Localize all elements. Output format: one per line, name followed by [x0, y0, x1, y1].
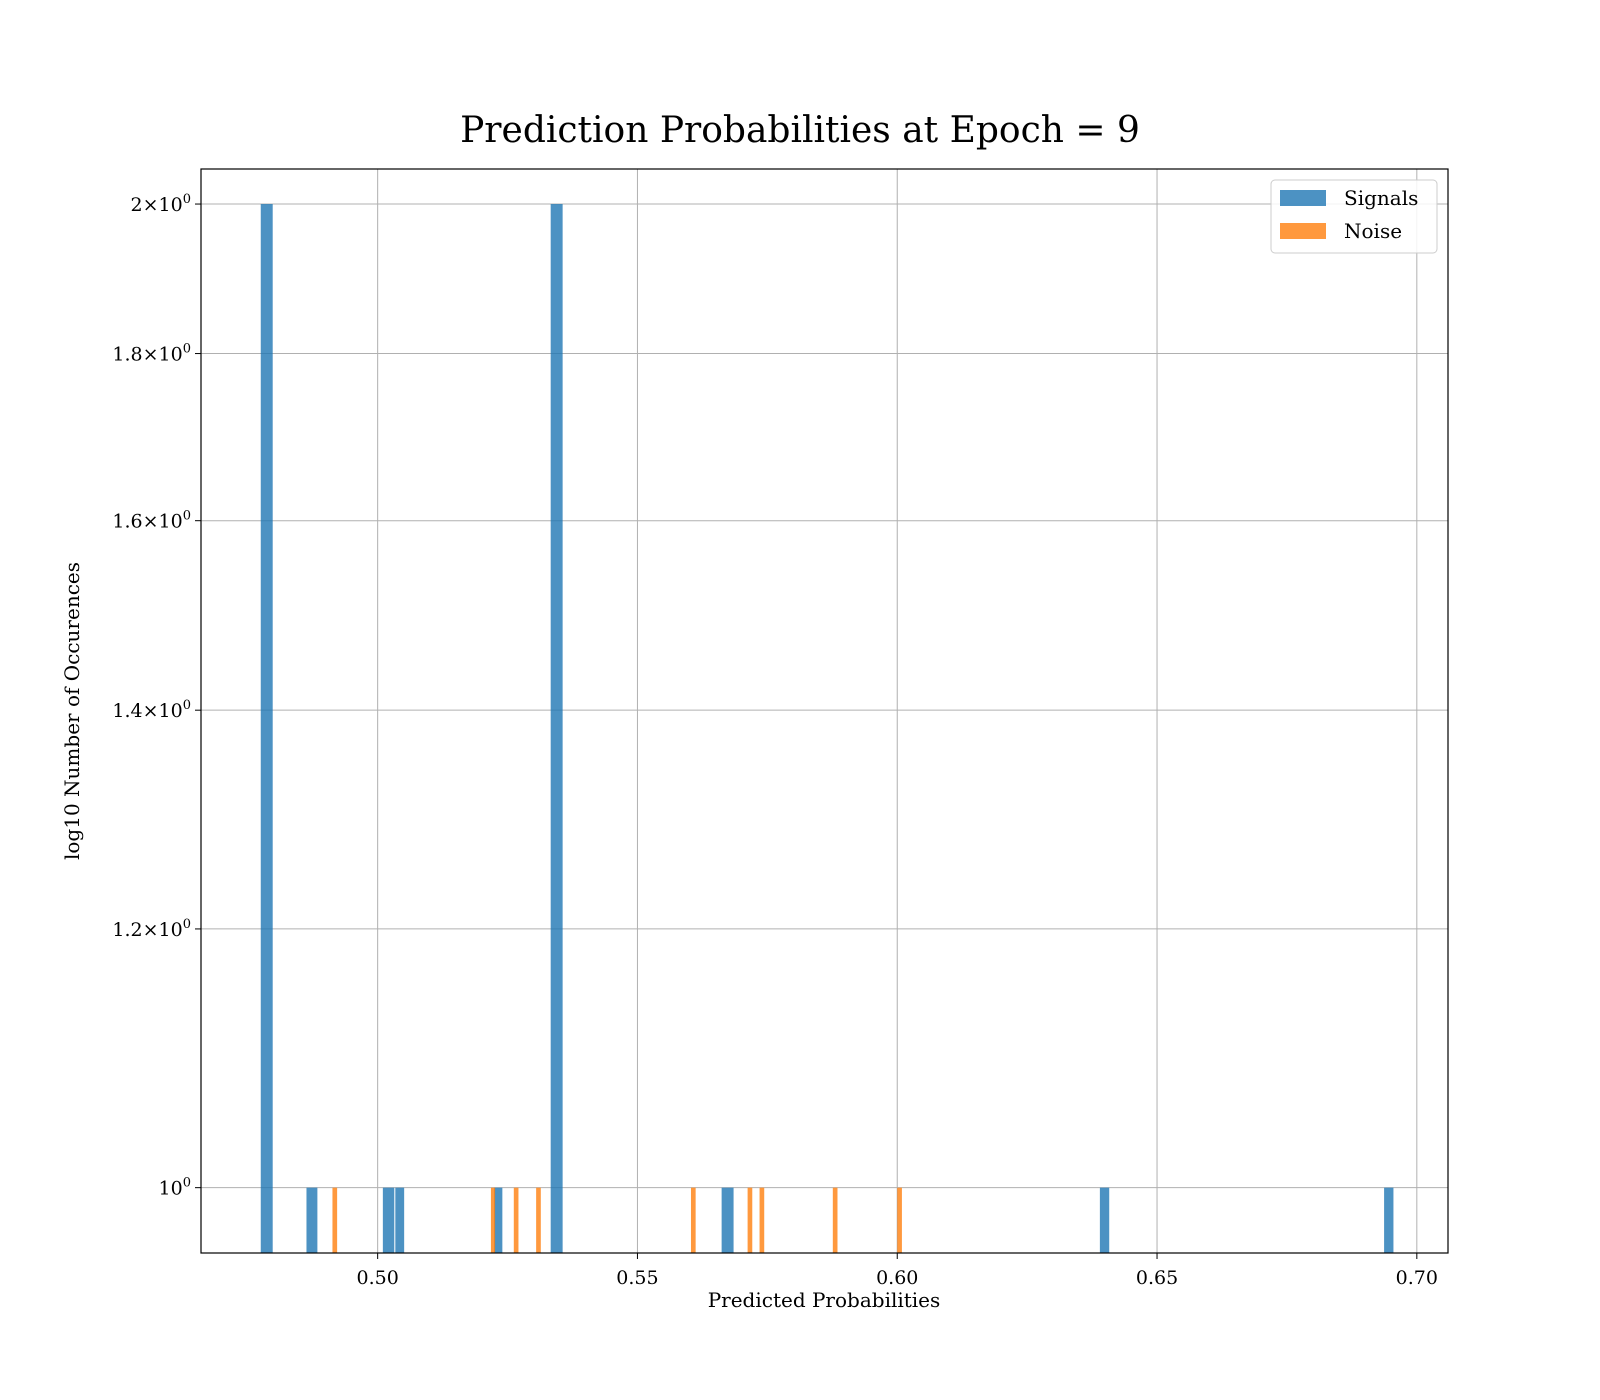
signals-bar — [395, 1187, 405, 1253]
noise-bar — [759, 1187, 765, 1253]
x-axis-label: Predicted Probabilities — [708, 1288, 941, 1312]
noise-bar — [747, 1187, 753, 1253]
y-axis-label: log10 Number of Occurences — [60, 562, 84, 860]
signals-bar — [260, 204, 273, 1253]
y-tick-label: 1.6×100 — [112, 509, 191, 533]
signals-bar — [494, 1187, 503, 1253]
noise-legend-label: Noise — [1344, 219, 1402, 243]
noise-legend-swatch — [1280, 223, 1326, 239]
grid-lines — [201, 169, 1448, 1253]
x-tick-label: 0.65 — [1136, 1267, 1178, 1289]
signals-legend-label: Signals — [1344, 186, 1418, 210]
noise-bar — [513, 1187, 519, 1253]
signals-bar — [1384, 1187, 1394, 1253]
signals-bar — [550, 204, 563, 1253]
noise-bar — [332, 1187, 338, 1253]
y-axis-ticks: 2×100 1.8×100 1.6×100 1.4×100 1.2×100 100 — [112, 192, 201, 1200]
signals-bar — [1099, 1187, 1110, 1253]
plot-frame — [200, 168, 1449, 1254]
noise-bar — [536, 1187, 541, 1253]
noise-bar — [490, 1187, 496, 1253]
signals-bar — [382, 1187, 395, 1253]
histogram-bars — [260, 204, 1394, 1253]
x-tick-label: 0.60 — [876, 1267, 918, 1289]
signals-legend-swatch — [1280, 190, 1326, 206]
y-tick-label: 1.4×100 — [112, 698, 191, 722]
x-tick-label: 0.50 — [357, 1267, 399, 1289]
x-tick-label: 0.55 — [616, 1267, 658, 1289]
legend: Signals Noise — [1270, 179, 1438, 254]
x-tick-label: 0.70 — [1396, 1267, 1438, 1289]
y-tick-label: 2×100 — [131, 192, 191, 216]
signals-bar — [721, 1187, 734, 1253]
noise-bar — [690, 1187, 696, 1253]
noise-bar — [832, 1187, 838, 1253]
y-tick-label: 100 — [159, 1176, 191, 1200]
y-tick-label: 1.8×100 — [112, 342, 191, 366]
y-tick-label: 1.2×100 — [112, 917, 191, 941]
chart-title: Prediction Probabilities at Epoch = 9 — [460, 110, 1140, 151]
x-axis-ticks: 0.50 0.55 0.60 0.65 0.70 — [357, 1253, 1438, 1289]
signals-bar — [306, 1187, 318, 1253]
noise-bar — [897, 1187, 902, 1253]
